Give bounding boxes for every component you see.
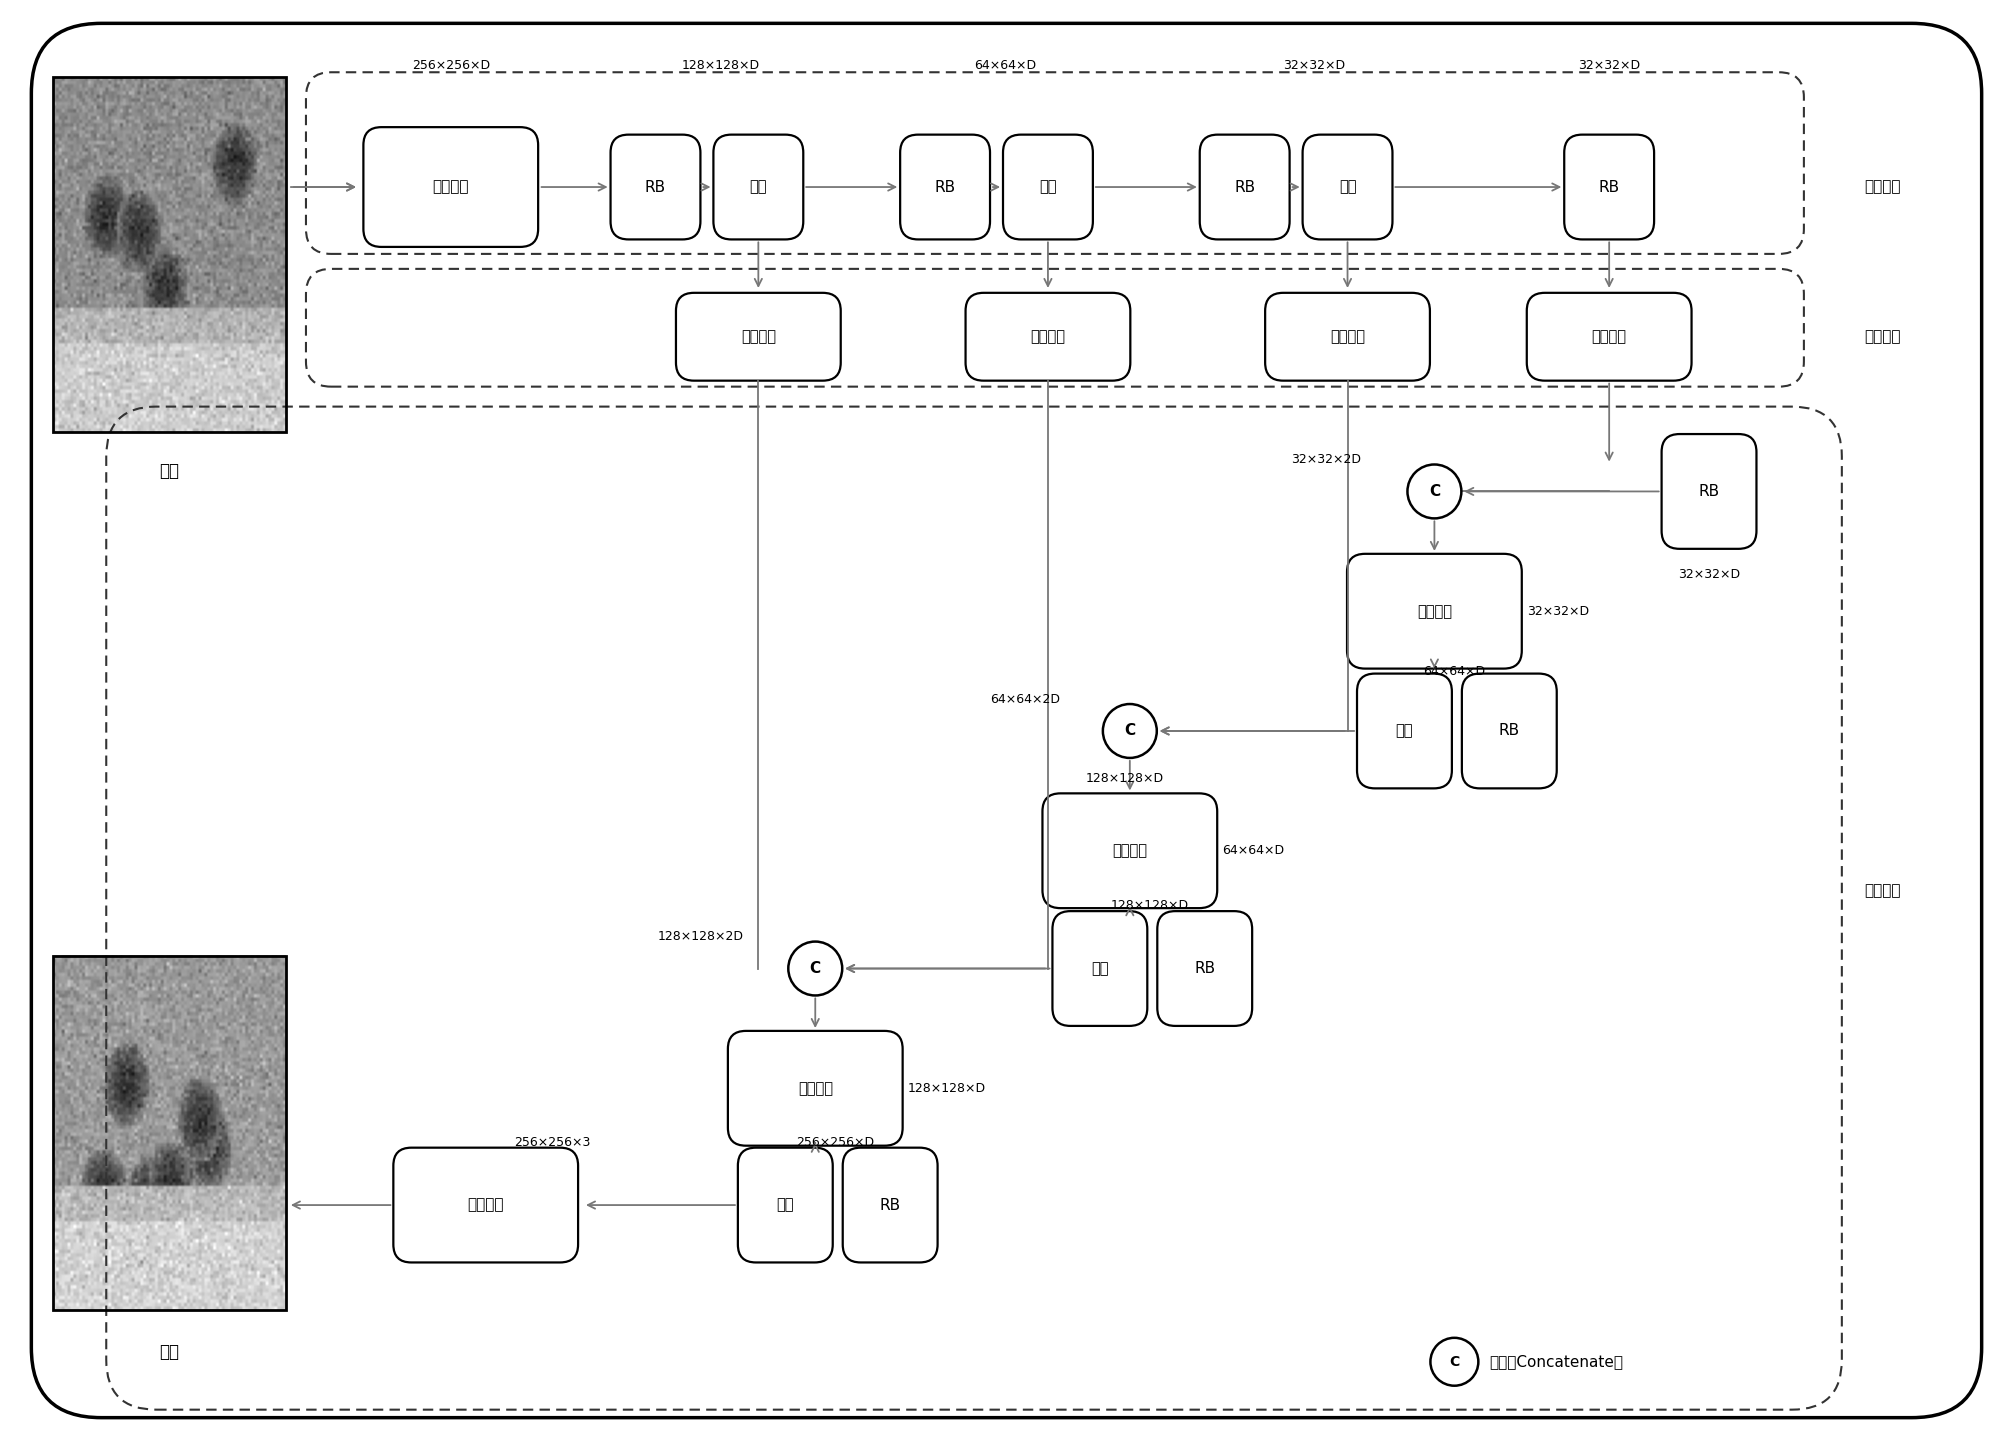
Text: 插值: 插值 <box>777 1197 793 1212</box>
Text: 拼接（Concatenate）: 拼接（Concatenate） <box>1490 1355 1622 1369</box>
FancyBboxPatch shape <box>1002 134 1093 239</box>
Text: 降维: 降维 <box>749 180 767 195</box>
Circle shape <box>1103 705 1157 758</box>
Text: RB: RB <box>644 180 666 195</box>
FancyBboxPatch shape <box>610 134 701 239</box>
Text: 32×32×D: 32×32×D <box>1679 568 1739 581</box>
Bar <box>52 955 286 1310</box>
FancyBboxPatch shape <box>676 293 841 380</box>
Text: C: C <box>1429 484 1439 499</box>
Text: 实例白化: 实例白化 <box>1592 329 1627 344</box>
Text: 解码路径: 解码路径 <box>1864 883 1900 898</box>
Text: 128×128×2D: 128×128×2D <box>658 929 743 942</box>
FancyBboxPatch shape <box>900 134 990 239</box>
Text: 256×256×D: 256×256×D <box>797 1136 874 1148</box>
Text: 输入: 输入 <box>159 463 179 480</box>
Text: C: C <box>1449 1355 1459 1369</box>
Text: 32×32×2D: 32×32×2D <box>1292 452 1361 465</box>
FancyBboxPatch shape <box>1526 293 1691 380</box>
FancyBboxPatch shape <box>1200 134 1290 239</box>
Text: 64×64×D: 64×64×D <box>1423 664 1486 677</box>
Text: 32×32×D: 32×32×D <box>1284 59 1345 72</box>
Text: RB: RB <box>1234 180 1256 195</box>
Text: 64×64×2D: 64×64×2D <box>990 693 1061 706</box>
Text: 降维: 降维 <box>1039 180 1057 195</box>
Text: 实例白化: 实例白化 <box>741 329 775 344</box>
Text: 128×128×D: 128×128×D <box>680 59 759 72</box>
FancyBboxPatch shape <box>843 1147 938 1262</box>
Text: 32×32×D: 32×32×D <box>1578 59 1641 72</box>
Text: 插值: 插值 <box>1091 961 1109 976</box>
Text: 实例白化: 实例白化 <box>1031 329 1065 344</box>
Text: 实例白化: 实例白化 <box>1331 329 1365 344</box>
Text: RB: RB <box>1699 484 1719 499</box>
Text: 128×128×D: 128×128×D <box>1085 772 1164 785</box>
Text: 64×64×D: 64×64×D <box>1222 844 1284 857</box>
Text: 128×128×D: 128×128×D <box>908 1082 986 1095</box>
FancyBboxPatch shape <box>1264 293 1429 380</box>
FancyBboxPatch shape <box>1347 553 1522 669</box>
Text: C: C <box>809 961 821 976</box>
Text: 编码路径: 编码路径 <box>1864 180 1900 195</box>
Text: 降维: 降维 <box>1339 180 1357 195</box>
Text: 传递路径: 传递路径 <box>1864 329 1900 344</box>
Text: 128×128×D: 128×128×D <box>1111 899 1190 912</box>
Text: RB: RB <box>880 1197 900 1212</box>
Text: 输出: 输出 <box>159 1343 179 1360</box>
FancyBboxPatch shape <box>1053 911 1147 1026</box>
Text: RB: RB <box>1598 180 1620 195</box>
Text: 通道降维: 通道降维 <box>1417 604 1451 618</box>
Text: C: C <box>1125 723 1135 738</box>
FancyBboxPatch shape <box>32 23 1981 1418</box>
FancyBboxPatch shape <box>1302 134 1393 239</box>
Text: 通道降维: 通道降维 <box>1113 843 1147 859</box>
FancyBboxPatch shape <box>1564 134 1655 239</box>
Text: 256×256×3: 256×256×3 <box>515 1136 590 1148</box>
Text: 通道降维: 通道降维 <box>797 1081 833 1095</box>
Text: 32×32×D: 32×32×D <box>1526 605 1588 618</box>
Text: 卷积模块: 卷积模块 <box>467 1197 503 1212</box>
FancyBboxPatch shape <box>364 127 537 246</box>
FancyBboxPatch shape <box>1043 794 1218 908</box>
FancyBboxPatch shape <box>1357 673 1451 788</box>
Text: RB: RB <box>1194 961 1216 976</box>
FancyBboxPatch shape <box>966 293 1131 380</box>
FancyBboxPatch shape <box>713 134 803 239</box>
FancyBboxPatch shape <box>1157 911 1252 1026</box>
FancyBboxPatch shape <box>1661 434 1757 549</box>
Text: RB: RB <box>934 180 956 195</box>
FancyBboxPatch shape <box>393 1147 578 1262</box>
Bar <box>52 78 286 431</box>
FancyBboxPatch shape <box>1461 673 1556 788</box>
Circle shape <box>789 941 841 996</box>
FancyBboxPatch shape <box>729 1030 902 1146</box>
Text: RB: RB <box>1500 723 1520 738</box>
Text: 卷积模块: 卷积模块 <box>433 180 469 195</box>
Circle shape <box>1431 1337 1478 1386</box>
Text: 256×256×D: 256×256×D <box>413 59 489 72</box>
Circle shape <box>1407 464 1461 519</box>
Text: 64×64×D: 64×64×D <box>974 59 1037 72</box>
Text: 插值: 插值 <box>1395 723 1413 738</box>
FancyBboxPatch shape <box>739 1147 833 1262</box>
